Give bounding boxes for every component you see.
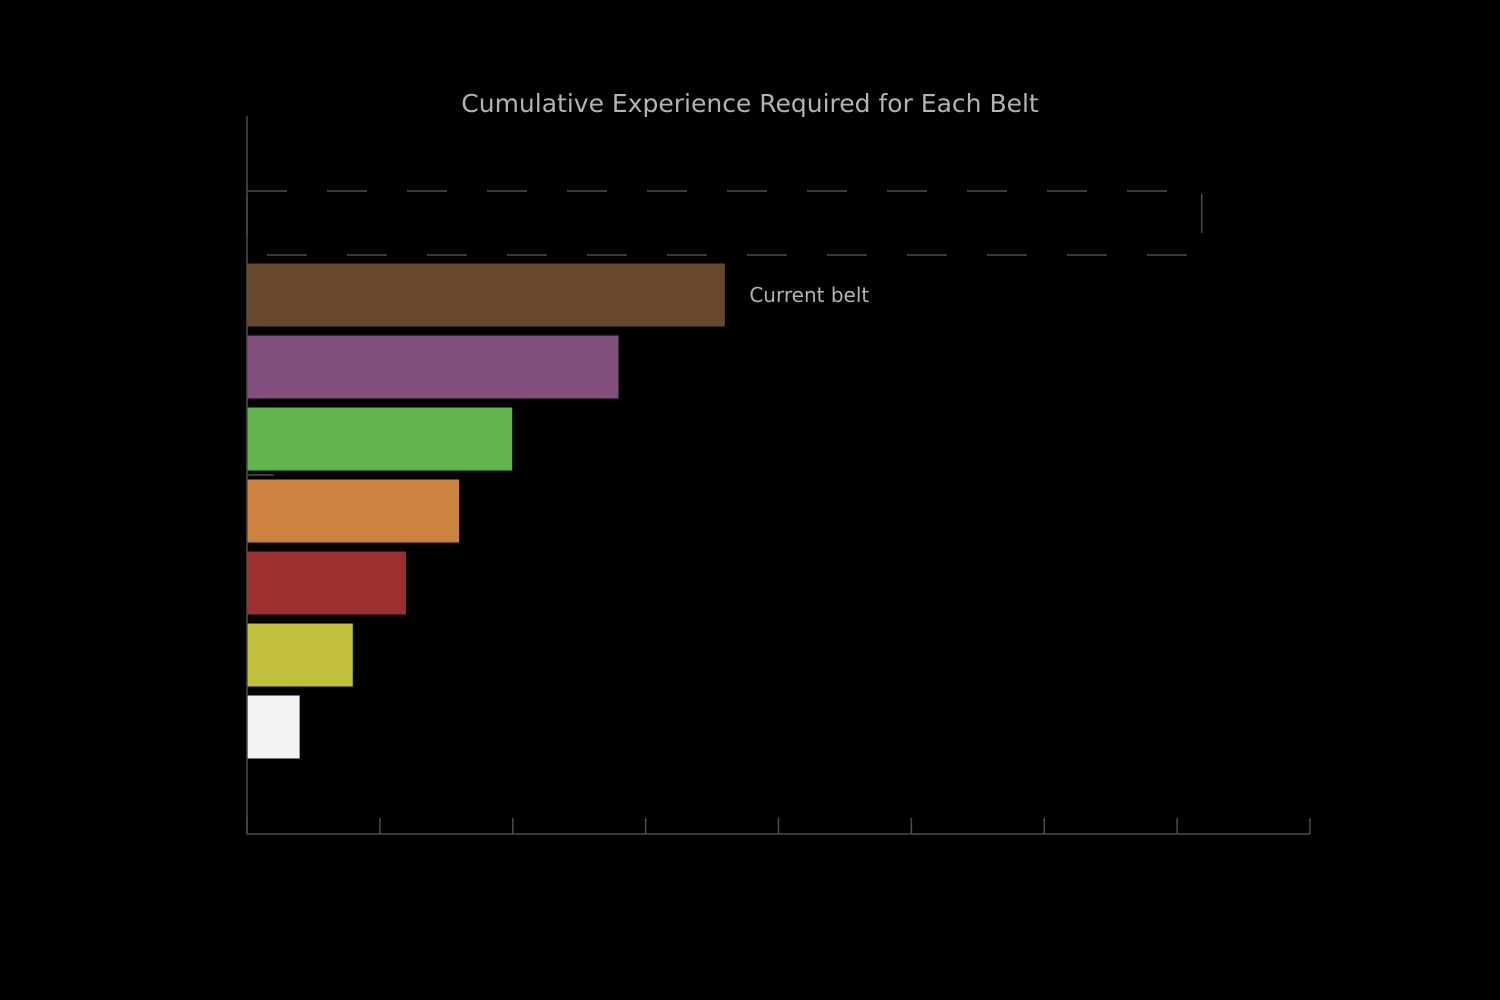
axes-layer (246, 116, 1311, 835)
bar-2 (246, 334, 620, 400)
bar-5 (246, 550, 407, 616)
bar-1 (246, 262, 726, 328)
bar-6 (246, 622, 354, 688)
bar-3 (246, 406, 514, 472)
current-belt-annotation: Current belt (749, 283, 869, 307)
annotation-layer: Current belt (749, 283, 869, 307)
bar-0-dashed (246, 190, 1204, 256)
bars-layer (246, 190, 1204, 760)
bar-7 (246, 694, 301, 760)
chart-title: Cumulative Experience Required for Each … (461, 89, 1039, 118)
bar-4 (246, 478, 461, 544)
